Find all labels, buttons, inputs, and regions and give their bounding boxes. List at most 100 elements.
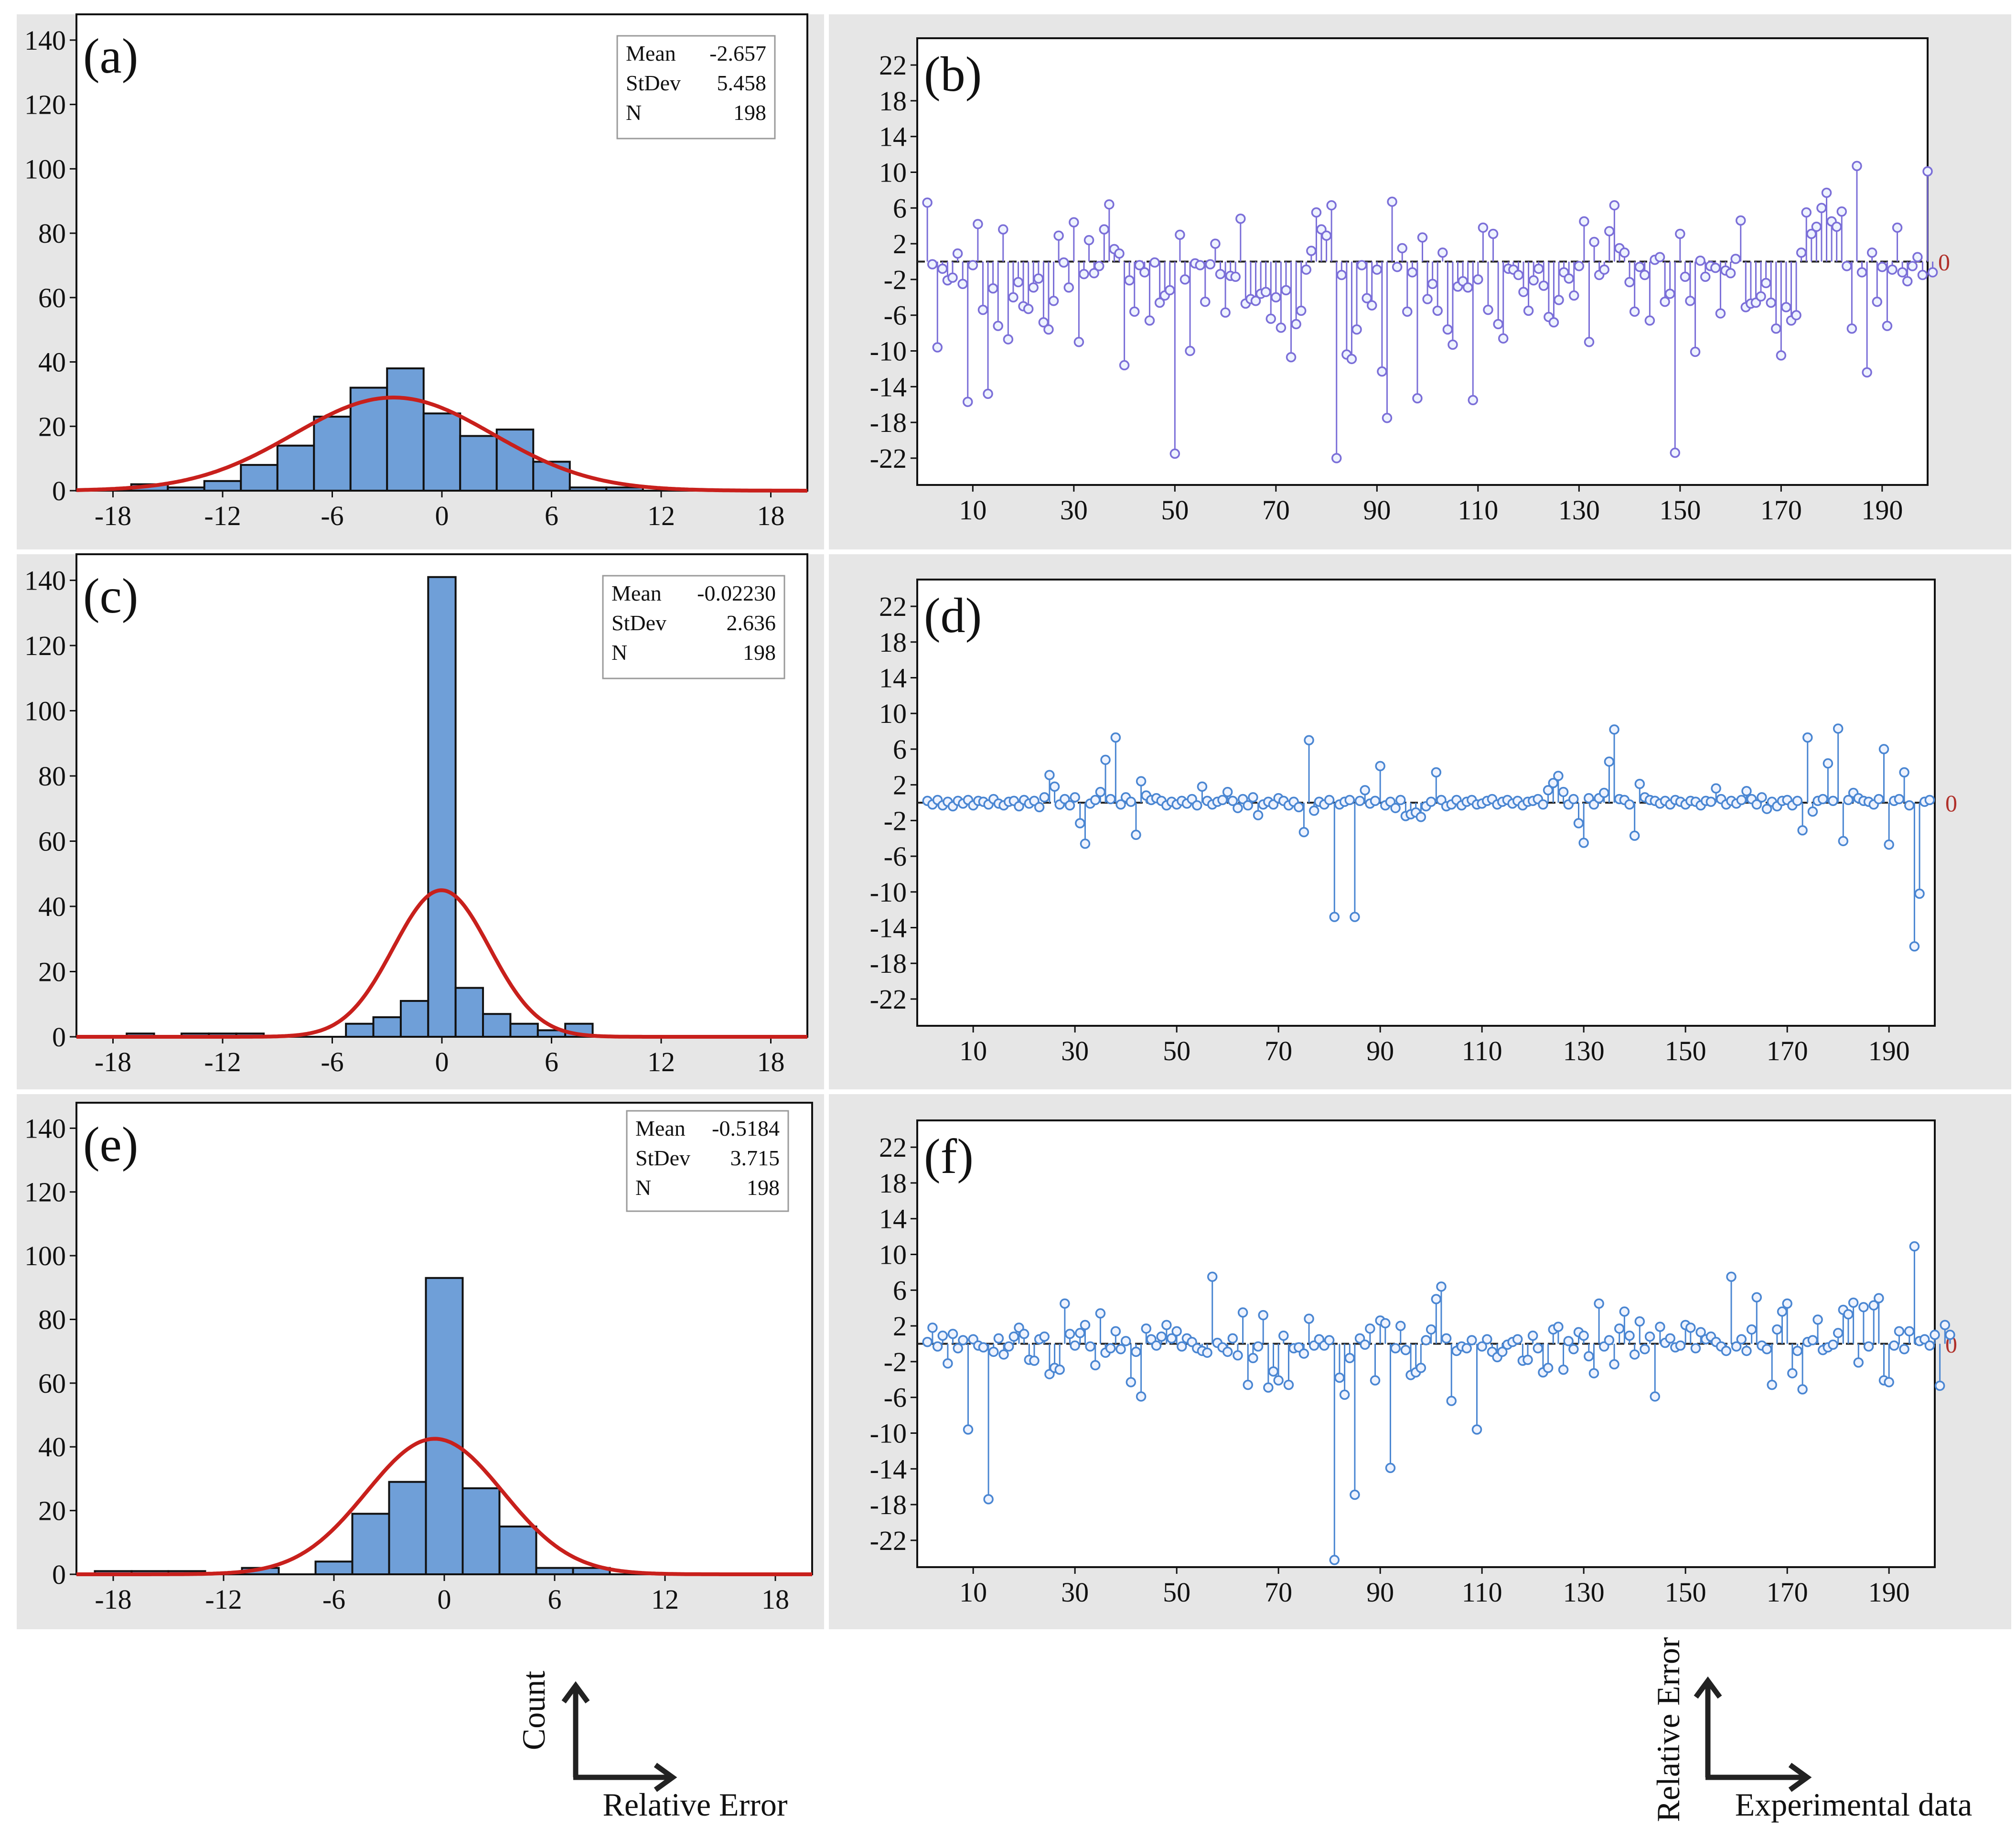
panel-b-xtick-label: 10: [959, 495, 987, 526]
panel-f-point: [1395, 1321, 1406, 1331]
panel-a-bar: [459, 435, 498, 492]
panel-b-point: [1584, 337, 1595, 347]
panel-b-point: [1760, 278, 1771, 289]
panel-b-point: [1766, 297, 1776, 308]
panel-b-point: [1185, 345, 1195, 356]
panel-b-point: [1003, 334, 1014, 344]
panel-d-point: [1233, 803, 1243, 813]
panel-b-point: [1589, 237, 1599, 247]
panel-f-point: [1767, 1379, 1777, 1390]
panel-d-point: [1894, 794, 1905, 805]
panel-f-point: [1415, 1363, 1426, 1373]
panel-f-point: [1171, 1326, 1182, 1337]
panel-d-ytick-label: -22: [870, 984, 907, 1015]
panel-f-point: [1436, 1281, 1447, 1292]
panel-f-point: [1619, 1306, 1630, 1317]
panel-a-bar: [276, 444, 315, 492]
panel-d-error-plot: 22 18 14 10 6 2 -2 -6 -10 -14 -18 -22 10 30 50 70 90 110 1…: [829, 554, 2011, 1089]
panel-d-ytick-label: 18: [879, 627, 907, 658]
panel-c-stat-value: 198: [743, 640, 776, 665]
panel-a-xtick-label: 18: [757, 500, 785, 531]
count-axis-label: Count: [515, 1671, 552, 1750]
panel-b-ytick-label: -14: [870, 371, 907, 402]
panel-f-point: [1339, 1389, 1350, 1400]
panel-d-zero-label: 0: [1945, 790, 1957, 817]
panel-d-point: [1705, 796, 1716, 807]
panel-e-xtick-label: 0: [438, 1584, 451, 1615]
panel-d-point: [1395, 795, 1406, 806]
panel-c-stat-value: -0.02230: [697, 581, 776, 605]
panel-f-point: [1477, 1341, 1487, 1352]
panel-b-point: [1407, 267, 1418, 278]
panel-f-point: [1008, 1331, 1019, 1342]
panel-d-point: [1253, 810, 1264, 820]
panel-c-ytick-label: 40: [38, 891, 66, 922]
panel-f-ytick-label: -10: [870, 1418, 907, 1449]
panel-f-point: [1278, 1330, 1289, 1341]
panel-b-point: [1397, 243, 1407, 254]
panel-e-stat-value: 3.715: [730, 1146, 780, 1170]
panel-f-point: [1370, 1375, 1381, 1386]
panel-f-point: [1253, 1341, 1264, 1352]
panel-d-point: [1792, 796, 1803, 806]
panel-d-ytick-label: 2: [893, 770, 907, 801]
panel-b-xtick-label: 150: [1659, 495, 1701, 526]
panel-b-point: [1811, 221, 1822, 232]
panel-b-point: [1538, 280, 1549, 291]
panel-e-ytick-label: 100: [24, 1240, 66, 1271]
panel-f-ytick-label: -6: [884, 1382, 907, 1413]
panel-d-point: [1115, 799, 1126, 810]
panel-b-point: [1831, 221, 1842, 232]
panel-f-point: [1207, 1271, 1218, 1282]
panel-d-point: [1131, 829, 1141, 840]
panel-c-ytick-label: 100: [24, 696, 66, 727]
panel-f-point: [1019, 1329, 1029, 1339]
panel-f-ytick-label: 10: [879, 1239, 907, 1270]
panel-f-point: [1629, 1349, 1640, 1360]
panel-d-point: [1609, 724, 1619, 735]
panel-b-point: [1387, 196, 1397, 207]
panel-b-point: [1609, 200, 1620, 211]
panel-f-point: [978, 1342, 989, 1353]
panel-f-point: [1751, 1292, 1762, 1303]
panel-f-point: [1848, 1297, 1859, 1308]
panel-f-point: [1690, 1343, 1701, 1354]
panel-f-point: [1543, 1363, 1554, 1373]
panel-f-point: [1761, 1344, 1772, 1355]
panel-d-point: [1248, 792, 1258, 803]
panel-f-point: [1324, 1335, 1335, 1345]
panel-f-point: [1894, 1326, 1905, 1337]
panel-f-ytick-label: -14: [870, 1453, 907, 1484]
panel-d-point: [1833, 723, 1844, 734]
panel-f-point: [932, 1341, 943, 1352]
panel-b-point: [1922, 166, 1933, 177]
panel-f-point: [1060, 1298, 1070, 1309]
panel-f-point: [958, 1335, 968, 1345]
panel-d-xtick-label: 50: [1163, 1035, 1190, 1066]
panel-b-point: [1801, 207, 1812, 218]
panel-b-point: [1331, 453, 1342, 463]
panel-a-bar: [568, 486, 608, 492]
panel-d-point: [1573, 818, 1584, 828]
panel-b-ytick-label: -10: [870, 336, 907, 367]
panel-a-stat-label: Mean: [626, 41, 676, 65]
panel-f-ytick-label: 18: [879, 1168, 907, 1199]
panel-b-point: [1079, 269, 1089, 280]
panel-b-point: [1008, 292, 1019, 303]
panel-f-point: [1853, 1357, 1864, 1368]
panel-b-point: [1129, 306, 1140, 317]
panel-a-ytick-label: 80: [38, 218, 66, 249]
panel-f-point: [1604, 1335, 1615, 1345]
panel-b-point: [1134, 260, 1145, 270]
panel-a-xtick-label: 12: [647, 500, 675, 531]
panel-e-xtick-label: 12: [651, 1584, 679, 1615]
panel-c-xtick-label: -18: [95, 1046, 131, 1077]
panel-b-point: [973, 219, 983, 229]
panel-b-point: [1069, 217, 1079, 227]
panel-d-ytick-label: 6: [893, 734, 907, 765]
panel-f-point: [1380, 1318, 1391, 1329]
panel-a-ytick-label: 20: [38, 411, 66, 442]
panel-b-point: [1912, 252, 1923, 262]
panel-b-point: [1846, 323, 1857, 334]
panel-d-point: [1344, 795, 1355, 806]
